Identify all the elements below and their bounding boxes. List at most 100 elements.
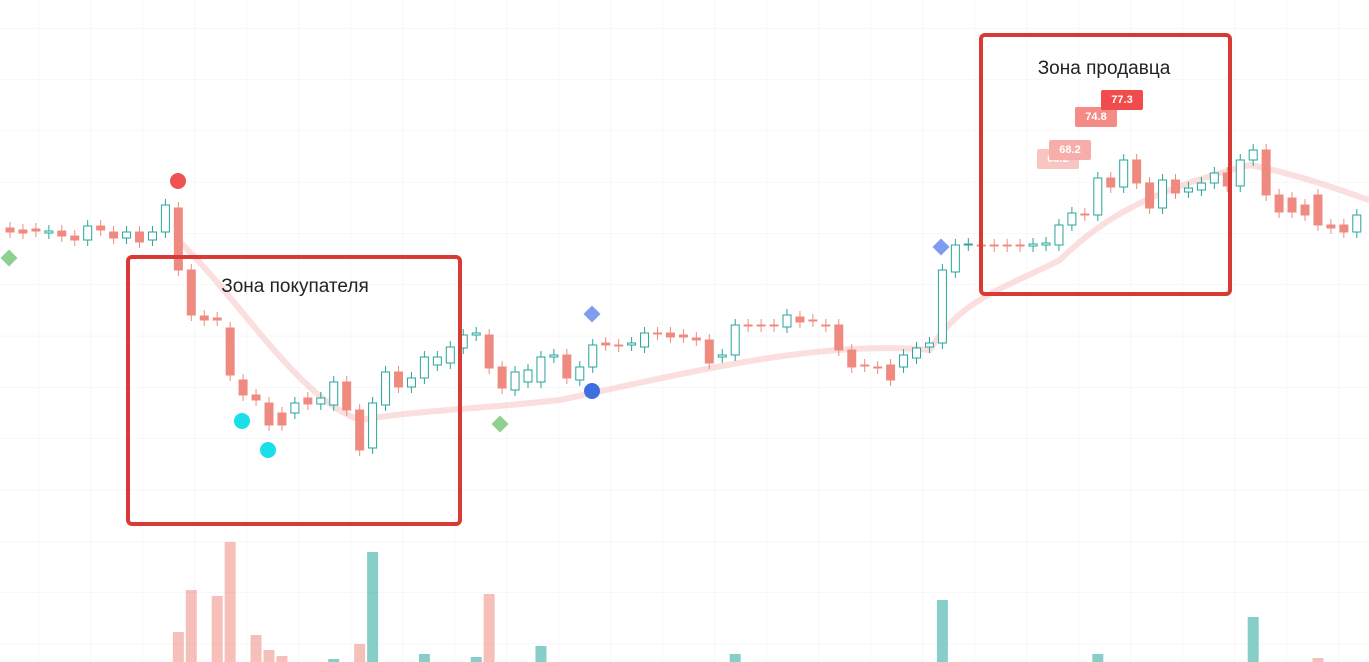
candle-body — [1339, 224, 1349, 233]
candle-body — [950, 244, 960, 273]
candle-body — [394, 371, 403, 388]
candle-body — [937, 269, 947, 344]
volume-bar — [276, 656, 288, 662]
candle-body — [316, 397, 326, 405]
signal-dot — [234, 413, 250, 429]
volume-bar — [470, 657, 482, 662]
zone-label: Зона покупателя — [221, 276, 369, 297]
candle-body — [873, 366, 883, 369]
candle-body — [381, 371, 391, 406]
label-box — [1101, 90, 1143, 110]
candle-body — [1054, 224, 1064, 246]
candle-body — [886, 364, 896, 381]
candle-body — [277, 412, 287, 426]
candle-body — [18, 229, 28, 234]
volume-bar — [211, 596, 223, 662]
rsi-label: 74.8 — [1085, 111, 1106, 123]
candle-body — [1352, 214, 1362, 233]
trend-band — [175, 161, 1369, 423]
candle-body — [57, 230, 67, 237]
candle-body — [406, 377, 416, 388]
candle-body — [1158, 179, 1168, 209]
candle-body — [756, 324, 766, 327]
candle-body — [1080, 213, 1090, 216]
candle-body — [704, 339, 714, 364]
candle-body — [355, 409, 365, 451]
candle-body — [445, 346, 455, 364]
candle-body — [303, 397, 313, 405]
candle-body — [1171, 179, 1180, 194]
candle-body — [1015, 244, 1025, 247]
signal-diamond — [583, 305, 601, 323]
candle-body — [924, 342, 934, 348]
volume-bar — [367, 552, 379, 662]
candle-body — [160, 204, 170, 233]
candle-body — [1326, 224, 1336, 229]
candle-body — [290, 402, 300, 414]
candle-body — [743, 324, 753, 327]
candle-body — [1287, 197, 1297, 213]
volume-bar — [483, 594, 495, 662]
signal-diamond — [491, 415, 509, 433]
candle-body — [238, 379, 248, 396]
candle-body — [1145, 182, 1155, 209]
candle-body — [1106, 177, 1116, 188]
volume-bar — [729, 654, 741, 662]
rsi-label: 68.2 — [1059, 144, 1080, 156]
candle-body — [1261, 149, 1271, 196]
signal-diamond — [932, 238, 950, 256]
candle-body — [1002, 244, 1012, 247]
candle-body — [1209, 172, 1219, 184]
candle-body — [1041, 242, 1051, 246]
candle-body — [588, 344, 598, 368]
candle-body — [1093, 177, 1103, 216]
candle-body — [575, 366, 585, 381]
rsi-labels: 63.2 68.2 74.8 77.3 — [1037, 90, 1143, 169]
candle-body — [199, 315, 209, 321]
candle-body — [627, 342, 637, 346]
candle-body — [1300, 204, 1310, 216]
candle-body — [44, 230, 54, 234]
zone-label: Зона продавца — [1038, 58, 1171, 79]
candle-body — [497, 366, 507, 389]
volume-bar — [418, 654, 430, 662]
candle-body — [562, 354, 572, 379]
candle-body — [1119, 159, 1129, 188]
candle-body — [1313, 194, 1323, 226]
candle-body — [1235, 159, 1245, 187]
candle-body — [1196, 182, 1206, 191]
candle-body — [212, 317, 222, 321]
candle-body — [96, 225, 106, 231]
signal-dot — [170, 173, 186, 189]
candle-body — [31, 228, 41, 232]
volume-bar — [936, 600, 948, 662]
candle-body — [368, 402, 378, 449]
candle-body — [614, 344, 624, 347]
volume-bar — [354, 644, 366, 662]
candle-body — [109, 231, 119, 239]
candle-body — [653, 332, 662, 335]
candle-body — [1183, 187, 1193, 193]
candle-body — [912, 347, 921, 359]
signal-dot — [260, 442, 276, 458]
candle-body — [678, 334, 688, 338]
candle-body — [432, 356, 442, 366]
volume-bar — [263, 650, 275, 662]
candle-body — [471, 332, 481, 336]
candle-body — [173, 207, 183, 271]
candle-body — [847, 349, 857, 368]
volume-bar — [1092, 654, 1104, 662]
candle-body — [419, 356, 429, 379]
candle-body — [5, 227, 15, 233]
candle-body — [717, 354, 727, 358]
candle-body — [510, 371, 520, 391]
buyer-zone-box — [126, 255, 462, 526]
candle-body — [963, 243, 973, 246]
candle-body — [769, 324, 779, 327]
seller-zone-box — [979, 33, 1232, 296]
volume-bar — [172, 632, 184, 662]
candle-body — [122, 231, 132, 239]
candle-body — [70, 235, 80, 241]
volume-bar — [224, 542, 236, 662]
